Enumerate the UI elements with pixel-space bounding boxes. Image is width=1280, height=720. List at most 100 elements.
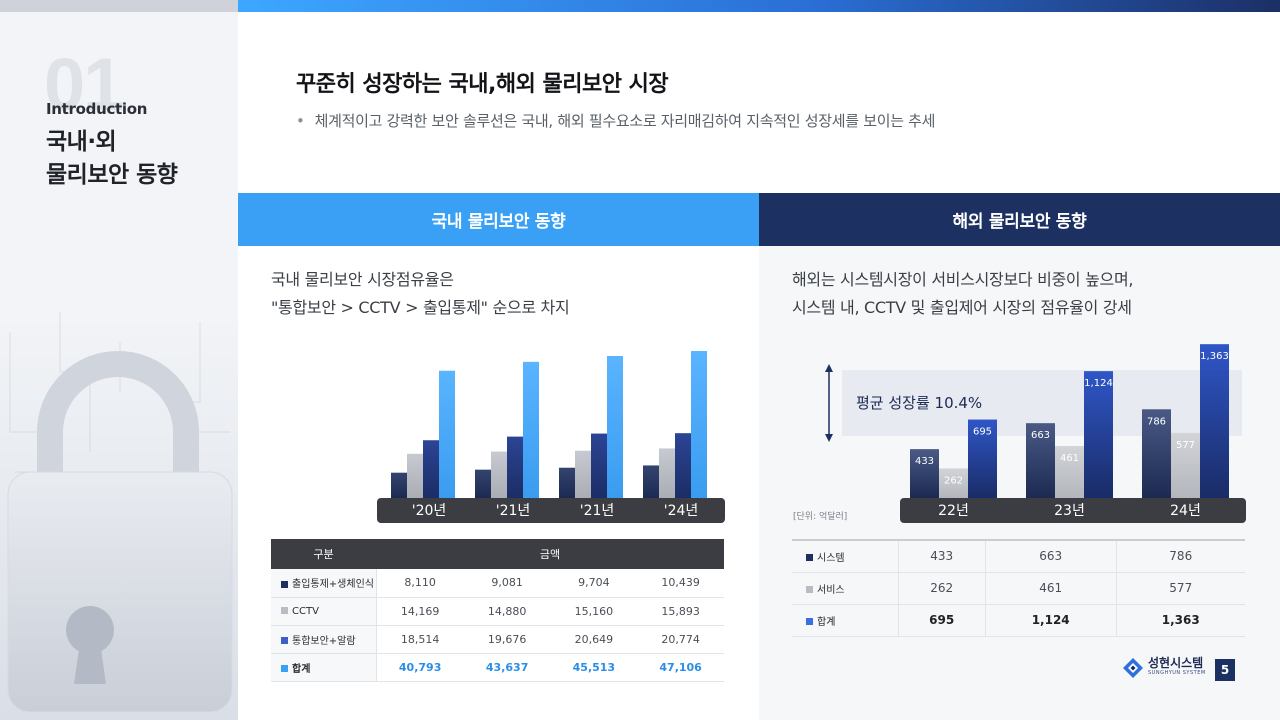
table-cell: 9,704 <box>550 569 638 598</box>
row-label-text: CCTV <box>292 605 319 617</box>
arrow-head-down <box>825 434 833 442</box>
row-label: CCTV <box>271 597 377 626</box>
bar <box>968 419 997 498</box>
data-label: 663 <box>1031 430 1050 441</box>
section-intro-label: Introduction <box>46 100 148 118</box>
legend-swatch <box>806 554 813 562</box>
table-header-row: 구분 금액 <box>271 539 724 569</box>
table-cell: 43,637 <box>463 653 551 682</box>
top-bar-left <box>0 0 238 12</box>
row-label-text: 합계 <box>817 616 836 628</box>
x-axis-band <box>900 498 1246 523</box>
legend-swatch <box>281 637 288 644</box>
data-label: 577 <box>1176 440 1195 451</box>
table-row: 합계 40,793 43,637 45,513 47,106 <box>271 653 724 682</box>
legend-swatch <box>806 586 813 593</box>
row-label-text: 출입통제+생체인식 <box>292 579 374 591</box>
row-label-text: 서비스 <box>817 584 845 596</box>
bar <box>575 450 591 498</box>
logo-diamond-icon <box>1123 658 1143 678</box>
table-row: 서비스 262 461 577 <box>792 572 1245 605</box>
logo-english-name: SUNGHYUN SYSTEM <box>1148 670 1206 676</box>
legend-swatch <box>281 607 288 614</box>
bar <box>1142 409 1171 498</box>
bullet-dot: • <box>296 112 305 130</box>
table-cell: 461 <box>985 572 1117 605</box>
legend-swatch <box>281 580 288 588</box>
row-label: 출입통제+생체인식 <box>271 569 377 598</box>
table-cell: 15,160 <box>550 597 638 626</box>
table-cell: 14,169 <box>376 597 464 626</box>
bar <box>507 436 523 498</box>
arrow-head-up <box>825 364 833 372</box>
row-label-text: 합계 <box>292 663 311 675</box>
row-label: 시스템 <box>792 540 899 573</box>
x-axis-band <box>377 498 725 523</box>
bar <box>407 453 423 498</box>
bar <box>1026 423 1055 498</box>
bar <box>1055 445 1084 498</box>
table-row: 통합보안+알람 18,514 19,676 20,649 20,774 <box>271 625 724 654</box>
overseas-description-line-1: 해외는 시스템시장이 서비스시장보다 비중이 높으며, <box>792 270 1134 289</box>
bar <box>523 361 539 498</box>
table-cell: 20,774 <box>637 625 724 654</box>
domestic-description-line-1: 국내 물리보안 시장점유율은 <box>271 270 454 289</box>
table-cell: 10,439 <box>637 569 724 598</box>
overseas-description: 해외는 시스템시장이 서비스시장보다 비중이 높으며, 시스템 내, CCTV … <box>792 266 1133 322</box>
table-cell: 1,124 <box>985 604 1117 637</box>
x-tick-label: 24년 <box>1170 503 1201 519</box>
table-cell: 786 <box>1116 540 1245 573</box>
row-label: 합계 <box>271 653 377 682</box>
table-cell: 40,793 <box>376 653 464 682</box>
logo-korean-name: 성현시스템 <box>1148 656 1204 670</box>
table-row: 시스템 433 663 786 <box>792 540 1245 573</box>
row-label: 통합보안+알람 <box>271 625 377 654</box>
table-row: 출입통제+생체인식 8,110 9,081 9,704 10,439 <box>271 569 724 598</box>
x-tick-label: '21년 <box>580 503 615 519</box>
bar <box>659 448 675 498</box>
domestic-description-line-2: "통합보안 > CCTV > 출입통제" 순으로 차지 <box>271 298 570 317</box>
bar <box>675 433 691 498</box>
bar <box>643 465 659 498</box>
table-cell: 433 <box>898 540 986 573</box>
page-heading: 꾸준히 성장하는 국내,해외 물리보안 시장 <box>296 72 669 97</box>
bar <box>939 468 968 498</box>
unit-note: [단위: 억달러] <box>793 512 848 522</box>
bar <box>591 433 607 498</box>
data-label: 1,124 <box>1084 378 1113 389</box>
bar <box>475 469 491 498</box>
x-tick-label: 22년 <box>938 503 969 519</box>
growth-annotation: 평균 성장률 10.4% <box>856 394 982 412</box>
table-cell: 1,363 <box>1116 604 1245 637</box>
data-label: 786 <box>1147 416 1166 427</box>
table-header-amount: 금액 <box>376 539 724 569</box>
legend-swatch <box>281 665 288 672</box>
legend-swatch <box>806 618 813 625</box>
bar <box>1084 371 1113 498</box>
sidebar: 01 Introduction 국내·외 물리보안 동향 1 0 10 11 <box>0 12 238 720</box>
domestic-description: 국내 물리보안 시장점유율은 "통합보안 > CCTV > 출입통제" 순으로 … <box>271 266 570 322</box>
bar <box>423 440 439 498</box>
overseas-bar-chart: 평균 성장률 10.4% 433 262 695 663 461 1,124 786 577 1,… <box>825 344 1246 523</box>
subheading-text: 체계적이고 강력한 보안 솔루션은 국내, 해외 필수요소로 자리매김하여 지속… <box>314 112 936 130</box>
section-title: 국내·외 물리보안 동향 <box>46 129 178 188</box>
bar <box>391 472 407 498</box>
bar <box>491 451 507 498</box>
table-cell: 45,513 <box>550 653 638 682</box>
bar <box>691 351 707 498</box>
row-label: 합계 <box>792 604 899 637</box>
table-cell: 19,676 <box>463 625 551 654</box>
bar <box>439 370 455 498</box>
overseas-market-table: 시스템 433 663 786 서비스 262 461 577 합계 695 1,124 1,363 <box>792 539 1245 637</box>
domestic-section-header: 국내 물리보안 동향 <box>238 193 759 246</box>
bar <box>910 449 939 498</box>
table-cell: 15,893 <box>637 597 724 626</box>
bar <box>1200 344 1229 498</box>
overseas-section-header: 해외 물리보안 동향 <box>759 193 1280 246</box>
table-row: CCTV 14,169 14,880 15,160 15,893 <box>271 597 724 626</box>
data-label: 262 <box>944 475 963 486</box>
table-cell: 47,106 <box>637 653 724 682</box>
row-label-text: 시스템 <box>817 552 845 564</box>
x-tick-label: '24년 <box>664 503 699 519</box>
bar <box>559 467 575 498</box>
